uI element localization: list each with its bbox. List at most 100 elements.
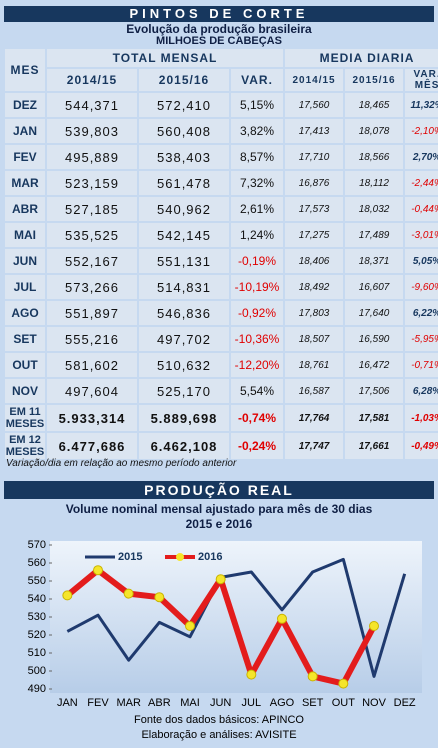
cell: 6.477,686 [47,433,137,459]
cell: 16,587 [285,379,344,403]
y-tick-label: 570 [28,539,46,551]
group-header: MEDIA DIARIA [285,49,438,67]
marker [93,565,103,576]
cell: 6,28% [405,379,438,403]
legend-label: 2015 [118,551,142,563]
y-tick-label: 510 [28,647,46,659]
column-header: 2014/15 [47,69,137,91]
cell: 18,078 [345,119,404,143]
row-label: SET [5,327,45,351]
row-label: ABR [5,197,45,221]
cell: -10,19% [231,275,284,299]
title: PINTOS DE CORTE [4,6,434,22]
y-tick-label: 530 [28,611,46,623]
cell: 572,410 [139,93,229,117]
series-line [66,557,407,678]
cell: 18,406 [285,249,344,273]
chart-subtitle: 2015 e 2016 [185,517,253,531]
cell: 17,573 [285,197,344,221]
cell: -12,20% [231,353,284,377]
cell: 18,371 [345,249,404,273]
group-header: MES [5,49,45,91]
x-tick-label: MAR [116,697,141,709]
cell: 497,702 [139,327,229,351]
cell: 2,70% [405,145,438,169]
x-tick-label: FEV [87,697,109,709]
marker [277,613,287,624]
cell: 18,566 [345,145,404,169]
cell: 17,489 [345,223,404,247]
x-tick-label: JUN [210,697,231,709]
cell: 535,525 [47,223,137,247]
cell: 538,403 [139,145,229,169]
cell: 7,32% [231,171,284,195]
cell: 546,836 [139,301,229,325]
marker [154,592,165,603]
cell: 17,661 [345,433,404,459]
cell: 16,472 [345,353,404,377]
cell: 1,24% [231,223,284,247]
cell: 17,640 [345,301,404,325]
row-label: OUT [5,353,45,377]
credit: Elaboração e análises: AVISITE [141,729,297,741]
cell: 523,159 [47,171,137,195]
row-label: AGO [5,301,45,325]
cell: 18,507 [285,327,344,351]
cell: -1,03% [405,405,438,431]
cell: 555,216 [47,327,137,351]
cell: 551,131 [139,249,229,273]
cell: 573,266 [47,275,137,299]
marker [338,678,349,689]
cell: 3,82% [231,119,284,143]
cell: 5,15% [231,93,284,117]
subtitle: Evolução da produção brasileira [126,22,312,36]
cell: 2,61% [231,197,284,221]
y-tick-label: 520 [28,629,46,641]
cell: 17,560 [285,93,344,117]
cell: 17,506 [345,379,404,403]
cell: 551,897 [47,301,137,325]
cell: -3,01% [405,223,438,247]
cell: 17,747 [285,433,344,459]
cell: 561,478 [139,171,229,195]
row-label: EM 12 MESES [5,433,45,459]
cell: 525,170 [139,379,229,403]
cell: -0,92% [231,301,284,325]
cell: 581,602 [47,353,137,377]
row-label: FEV [5,145,45,169]
plot-area [50,541,422,693]
cell: 527,185 [47,197,137,221]
x-tick-label: SET [302,697,324,709]
cell: 17,803 [285,301,344,325]
cell: 17,275 [285,223,344,247]
cell: -0,44% [405,197,438,221]
marker [123,588,134,599]
cell: 16,590 [345,327,404,351]
marker [307,671,318,682]
cell: 544,371 [47,93,137,117]
cell: -0,24% [231,433,284,459]
x-tick-label: OUT [332,697,356,709]
cell: -2,44% [405,171,438,195]
x-tick-label: DEZ [394,697,416,709]
note: Variação/dia em relação ao mesmo período… [6,458,237,469]
cell: -0,74% [231,405,284,431]
cell: -9,60% [405,275,438,299]
marker [62,590,73,601]
cell: 18,761 [285,353,344,377]
cell: 11,32% [405,93,438,117]
cell: 18,112 [345,171,404,195]
x-tick-label: ABR [148,697,171,709]
cell: 540,962 [139,197,229,221]
cell: 495,889 [47,145,137,169]
cell: 17,413 [285,119,344,143]
row-label: NOV [5,379,45,403]
cell: 8,57% [231,145,284,169]
cell: -0,19% [231,249,284,273]
column-header: 2015/16 [345,69,404,91]
cell: 17,581 [345,405,404,431]
cell: 514,831 [139,275,229,299]
cell: 16,607 [345,275,404,299]
cell: 539,803 [47,119,137,143]
y-tick-label: 490 [28,683,46,695]
